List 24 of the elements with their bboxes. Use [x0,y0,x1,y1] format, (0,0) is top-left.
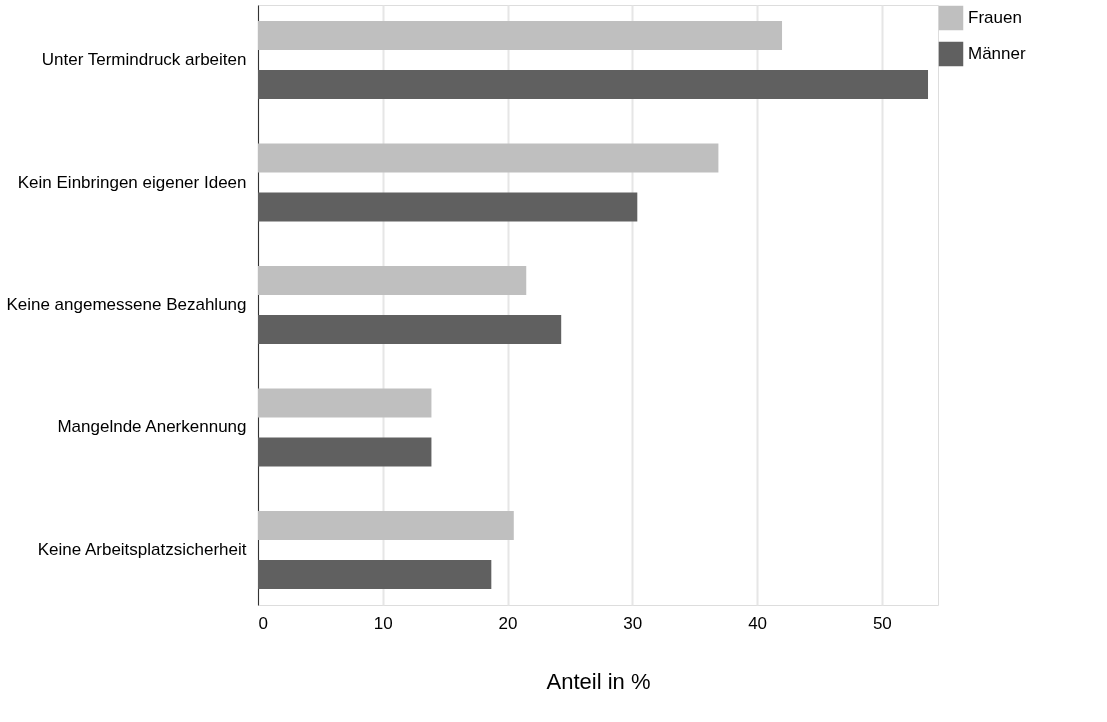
x-tick-label: 50 [872,613,892,633]
y-tick-label: Kein Einbringen eigener Ideen [17,172,247,192]
y-tick-label: Keine Arbeitsplatzsicherheit [37,539,247,559]
bar [258,143,719,173]
y-tick-label: Mangelnde Anerkennung [57,417,247,437]
legend-label: Frauen [968,8,1022,27]
x-tick-label: 40 [748,613,768,633]
x-tick-label: 20 [498,613,518,633]
bar [258,70,929,100]
x-tick-label: 30 [623,613,643,633]
y-tick-label: Keine angemessene Bezahlung [6,295,247,314]
bar [258,21,783,51]
x-tick-label: 0 [258,613,268,633]
x-axis-title: Anteil in % [546,668,651,694]
bar [258,437,432,467]
bar [258,559,492,589]
bar [258,192,638,222]
y-tick-label: Unter Termindruck arbeiten [41,50,247,70]
legend-label: Männer [968,44,1026,63]
bar [258,314,562,344]
x-tick-label: 10 [373,613,393,633]
bar [258,388,432,418]
bar [258,510,514,540]
bar [258,266,527,296]
